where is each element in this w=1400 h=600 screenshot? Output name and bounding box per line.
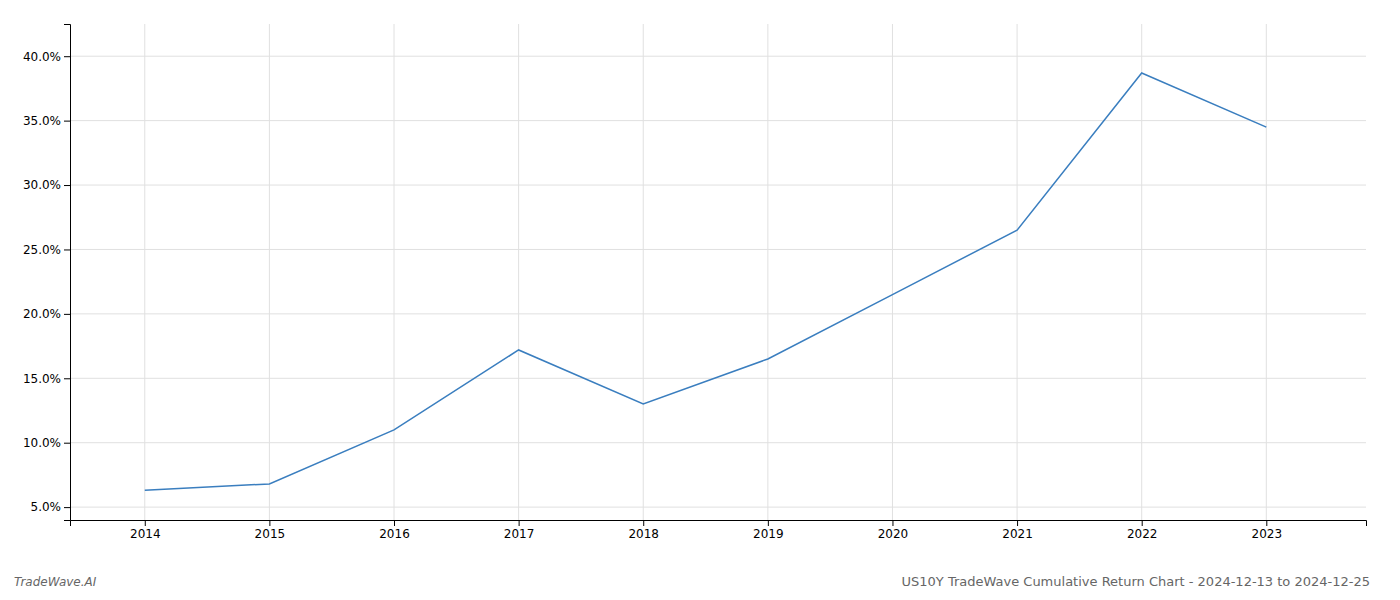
x-tick-label: 2023 — [1252, 527, 1283, 541]
x-tick-mark — [519, 520, 520, 526]
x-tick: 2021 — [1002, 520, 1033, 541]
grid-line-y — [70, 249, 1366, 250]
grid-line-x — [1017, 24, 1018, 520]
y-tick-mark — [64, 121, 70, 122]
x-tick: 2017 — [504, 520, 535, 541]
x-tick-mark — [892, 520, 893, 526]
grid-line-x — [518, 24, 519, 520]
y-tick-mark — [64, 314, 70, 315]
x-tick-label: 2016 — [379, 527, 410, 541]
y-axis: 5.0% 10.0% 15.0% 20.0% 25.0% 30.0% 35.0% 40.0% — [23, 25, 71, 521]
grid-line-x — [144, 24, 145, 520]
x-tick-label: 2018 — [628, 527, 659, 541]
x-tick-mark — [269, 520, 270, 526]
x-tick: 2020 — [878, 520, 909, 541]
title: US10Y TradeWave Cumulative Return Chart … — [902, 574, 1370, 589]
y-tick-mark — [64, 443, 70, 444]
grid-line-y — [70, 120, 1366, 121]
y-tick-label: 35.0% — [23, 114, 61, 128]
x-tick: 2018 — [628, 520, 659, 541]
y-tick-mark — [64, 249, 70, 250]
grid-line-y — [70, 56, 1366, 57]
y-tick-label: 15.0% — [23, 372, 61, 386]
marks — [145, 73, 1267, 490]
y-tick: 35.0% — [23, 114, 70, 128]
grid-line-x — [1141, 24, 1142, 520]
y-tick-label: 10.0% — [23, 436, 61, 450]
x-tick-mark — [643, 520, 644, 526]
x-tick-label: 2020 — [878, 527, 909, 541]
grid-line-x — [1266, 24, 1267, 520]
y-tick: 40.0% — [23, 50, 70, 64]
x-tick-label: 2015 — [255, 527, 286, 541]
grid-line-y — [70, 185, 1366, 186]
x-tick-label: 2014 — [130, 527, 161, 541]
x-tick-mark — [1142, 520, 1143, 526]
y-tick-mark — [64, 185, 70, 186]
x-tick-mark — [1266, 520, 1267, 526]
x-tick: 2016 — [379, 520, 410, 541]
x-tick: 2022 — [1127, 520, 1158, 541]
grid-line-x — [394, 24, 395, 520]
y-tick-label: 40.0% — [23, 50, 61, 64]
grid-line-y — [70, 507, 1366, 508]
y-tick-mark — [64, 507, 70, 508]
grid — [70, 24, 1366, 520]
x-axis-line — [71, 521, 1367, 527]
y-tick-label: 30.0% — [23, 178, 61, 192]
x-tick-label: 2019 — [753, 527, 784, 541]
line — [145, 73, 1267, 490]
x-tick-mark — [145, 520, 146, 526]
x-tick-mark — [768, 520, 769, 526]
annotation: TradeWave.AI — [14, 575, 97, 589]
x-tick-label: 2017 — [504, 527, 535, 541]
y-tick-mark — [64, 56, 70, 57]
grid-line-x — [892, 24, 893, 520]
grid-line-x — [269, 24, 270, 520]
grid-line-x — [767, 24, 768, 520]
grid-line-x — [643, 24, 644, 520]
x-tick-label: 2021 — [1002, 527, 1033, 541]
x-tick: 2019 — [753, 520, 784, 541]
chart: 2014 2015 2016 2017 2018 2019 2020 2021 2022 2023… — [0, 0, 1400, 600]
y-tick: 25.0% — [23, 243, 70, 257]
grid-line-y — [70, 378, 1366, 379]
y-tick-label: 25.0% — [23, 243, 61, 257]
y-tick: 10.0% — [23, 436, 70, 450]
grid-line-y — [70, 442, 1366, 443]
x-tick-label: 2022 — [1127, 527, 1158, 541]
y-tick: 30.0% — [23, 178, 70, 192]
x-tick: 2015 — [255, 520, 286, 541]
plot: 2014 2015 2016 2017 2018 2019 2020 2021 2022 2023… — [23, 24, 1367, 541]
grid-line-y — [70, 313, 1366, 314]
y-axis-line — [64, 25, 71, 521]
y-tick-label: 5.0% — [31, 500, 62, 514]
y-tick-mark — [64, 378, 70, 379]
y-tick: 20.0% — [23, 307, 70, 321]
x-tick: 2014 — [130, 520, 161, 541]
x-tick-mark — [394, 520, 395, 526]
x-tick: 2023 — [1252, 520, 1283, 541]
y-tick: 15.0% — [23, 372, 70, 386]
x-tick-mark — [1017, 520, 1018, 526]
y-tick-label: 20.0% — [23, 307, 61, 321]
x-axis: 2014 2015 2016 2017 2018 2019 2020 2021 2022 2023 — [71, 520, 1367, 541]
y-tick: 5.0% — [31, 500, 71, 514]
